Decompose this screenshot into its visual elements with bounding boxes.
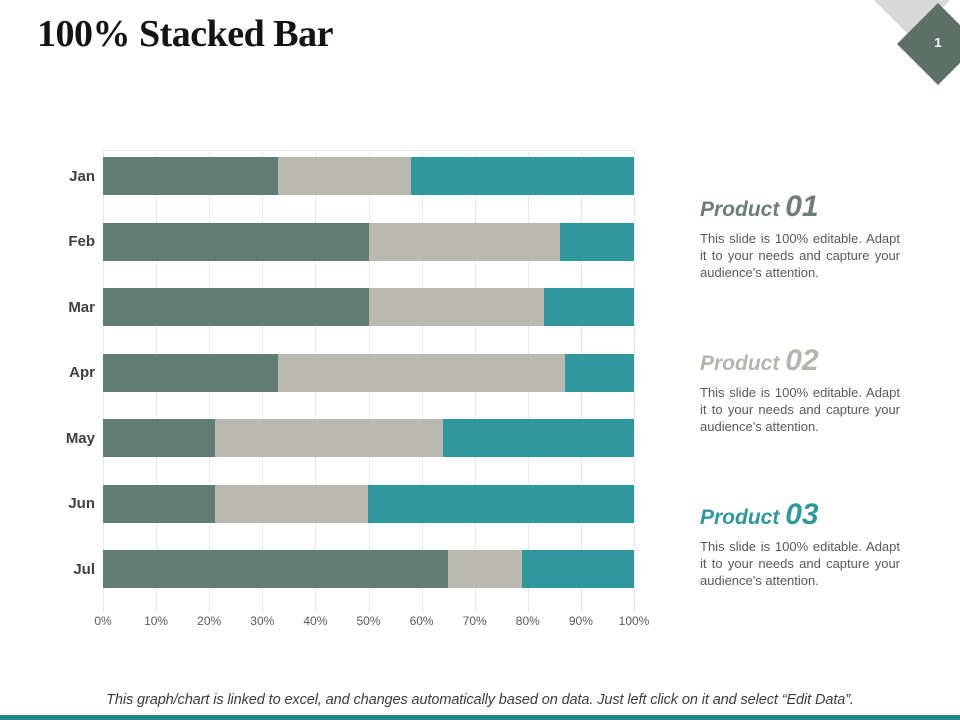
segment-product-03 <box>543 288 634 326</box>
segment-product-03 <box>522 550 634 588</box>
segment-product-02 <box>368 288 544 326</box>
segment-product-02 <box>278 157 411 195</box>
segment-product-01 <box>103 157 279 195</box>
product-03-label: Product <box>700 506 780 529</box>
stacked-bar <box>103 484 634 523</box>
stacked-bar <box>103 222 634 261</box>
segment-product-03 <box>410 157 634 195</box>
segment-product-02 <box>214 419 443 457</box>
segment-product-03 <box>559 222 634 261</box>
page-number: 1 <box>934 35 942 50</box>
segment-product-02 <box>214 484 369 523</box>
category-label: Mar <box>68 298 95 316</box>
x-tick-label: 20% <box>197 614 222 628</box>
bar-row-mar: Mar <box>40 288 634 326</box>
product-02-label: Product <box>700 352 780 375</box>
bar-row-may: May <box>40 419 634 457</box>
segment-product-01 <box>103 288 369 326</box>
segment-product-02 <box>368 222 560 261</box>
product-03-heading: Product 03 <box>700 498 905 532</box>
chart-x-axis: 0% 10% 20% 30% 40% 50% 60% 70% 80% 90% 100% <box>94 612 649 632</box>
bar-row-jan: Jan <box>40 157 634 195</box>
segment-product-03 <box>442 419 634 457</box>
x-tick-label: 0% <box>94 614 112 628</box>
stacked-bar <box>103 353 634 392</box>
segment-product-03 <box>368 484 634 523</box>
bar-row-apr: Apr <box>40 353 634 392</box>
x-tick-label: 30% <box>250 614 275 628</box>
product-03-number: 03 <box>785 498 819 531</box>
x-tick-label: 40% <box>303 614 328 628</box>
bar-row-jul: Jul <box>40 550 634 588</box>
product-02-description: This slide is 100% editable. Adapt it to… <box>700 385 900 434</box>
segment-product-01 <box>103 484 215 523</box>
product-01-heading: Product 01 <box>700 190 905 224</box>
category-label: Jul <box>73 560 95 578</box>
category-label: Feb <box>68 233 95 250</box>
x-tick-label: 90% <box>568 614 593 628</box>
category-label: Apr <box>69 364 95 381</box>
page-title: 100% Stacked Bar <box>37 13 334 55</box>
category-label: Jun <box>68 495 95 512</box>
stacked-bar-chart: Jan Feb Mar Apr May Jun Jul 0% 10% 20% 30% 40% 50% 6… <box>40 150 649 628</box>
footer-note: This graph/chart is linked to excel, and… <box>106 692 854 708</box>
x-tick-label: 70% <box>462 614 487 628</box>
category-label: May <box>65 429 95 447</box>
product-03-description: This slide is 100% editable. Adapt it to… <box>700 539 900 588</box>
segment-product-01 <box>103 550 449 588</box>
product-03-block: Product 03 This slide is 100% editable. … <box>700 498 905 590</box>
stacked-bar <box>103 419 634 457</box>
x-tick-label: 10% <box>144 614 169 628</box>
gridline <box>634 151 635 613</box>
product-02-number: 02 <box>785 344 819 377</box>
bar-row-jun: Jun <box>40 484 634 523</box>
segment-product-02 <box>448 550 523 588</box>
product-02-heading: Product 02 <box>700 344 905 378</box>
segment-product-01 <box>103 353 279 392</box>
bar-row-feb: Feb <box>40 222 634 261</box>
segment-product-01 <box>103 419 215 457</box>
stacked-bar <box>103 550 634 588</box>
x-tick-label: 60% <box>409 614 434 628</box>
x-tick-label: 100% <box>618 614 650 628</box>
bottom-accent-bar <box>0 715 960 720</box>
segment-product-02 <box>278 353 565 392</box>
product-01-number: 01 <box>785 190 819 223</box>
x-tick-label: 50% <box>356 614 381 628</box>
product-01-description: This slide is 100% editable. Adapt it to… <box>700 231 900 280</box>
product-01-block: Product 01 This slide is 100% editable. … <box>700 190 905 282</box>
product-02-block: Product 02 This slide is 100% editable. … <box>700 344 905 436</box>
product-01-label: Product <box>700 198 780 221</box>
category-label: Jan <box>69 167 95 185</box>
segment-product-03 <box>564 353 634 392</box>
chart-rows: Jan Feb Mar Apr May Jun Jul <box>40 150 634 608</box>
stacked-bar <box>103 288 634 326</box>
segment-product-01 <box>103 222 369 261</box>
stacked-bar <box>103 157 634 195</box>
x-tick-label: 80% <box>515 614 540 628</box>
